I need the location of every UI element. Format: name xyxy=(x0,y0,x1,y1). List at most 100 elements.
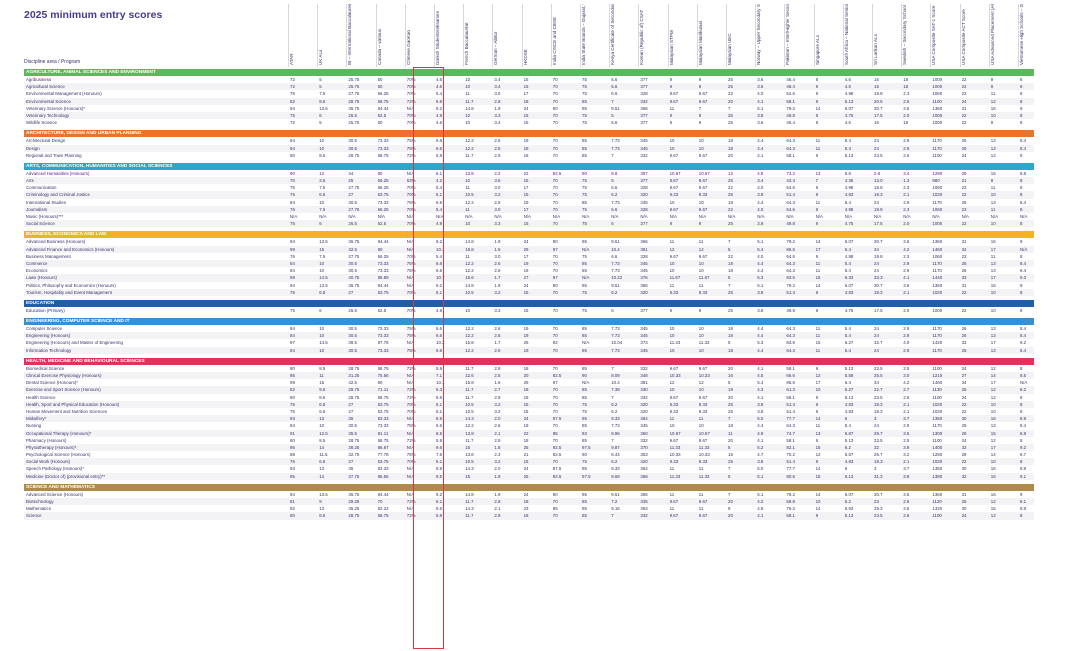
column-header-label: French Baccalauréat xyxy=(464,22,470,65)
program-name: Politics, Philosophy and Economics (Hono… xyxy=(26,282,116,288)
score-cell: 5.67 xyxy=(844,452,854,458)
score-cell: 19 xyxy=(523,260,529,266)
score-cell: 85 xyxy=(582,347,587,353)
score-cell: 8.4 xyxy=(1020,145,1027,151)
score-cell: 93 xyxy=(582,430,587,436)
score-cell: 9.33 xyxy=(669,459,679,465)
score-cell: 14 xyxy=(990,373,996,378)
score-cell: 8 xyxy=(1020,513,1023,519)
score-cell: 4.4 xyxy=(757,199,764,205)
score-cell: 30.7 xyxy=(874,239,883,245)
score-cell: N/A xyxy=(844,214,853,219)
score-cell: 64.3 xyxy=(786,326,795,332)
score-cell: N/A xyxy=(319,214,327,219)
score-cell: 6.4 xyxy=(844,380,851,386)
score-cell: 2.9 xyxy=(903,347,910,353)
score-cell: 4.6 xyxy=(844,84,851,90)
score-cell: 95 xyxy=(582,491,587,497)
score-cell: 72% xyxy=(406,513,416,519)
score-cell: 1000 xyxy=(932,77,943,82)
score-cell: 81.11 xyxy=(377,430,389,436)
score-cell: 26 xyxy=(961,423,967,429)
score-cell: 8.96 xyxy=(611,430,620,436)
score-cell: 11 xyxy=(319,373,324,378)
score-cell: 15 xyxy=(815,275,821,281)
score-cell: 9 xyxy=(698,221,702,227)
score-cell: 13 xyxy=(990,268,996,274)
score-cell: 5.93 xyxy=(844,506,854,512)
score-cell: 6.2 xyxy=(611,289,618,295)
score-cell: 12.5 xyxy=(319,430,328,436)
score-cell: 1.3 xyxy=(903,178,910,184)
score-cell: 6 xyxy=(611,307,614,313)
score-cell: 24 xyxy=(961,437,967,443)
score-cell: 8.1 xyxy=(1020,499,1027,504)
score-cell: 7 xyxy=(611,365,614,371)
score-cell: 1000 xyxy=(932,84,943,90)
score-cell: 85 xyxy=(582,365,587,371)
column-header-label: Swedish – Secondary School Leaving Certi… xyxy=(902,4,908,65)
score-cell: 328 xyxy=(640,253,648,259)
score-cell: 13 xyxy=(990,423,996,429)
score-cell: 20 xyxy=(728,365,733,371)
score-cell: 4.98 xyxy=(844,253,854,259)
score-cell: 85 xyxy=(582,326,587,332)
score-cell: 90 xyxy=(290,170,295,176)
score-cell: 90 xyxy=(377,246,383,252)
score-cell: 15 xyxy=(523,112,529,118)
score-cell: 20 xyxy=(728,513,733,519)
score-cell: 4.6 xyxy=(436,120,443,126)
score-cell: 8.4 xyxy=(1020,260,1027,266)
score-cell: 9.2 xyxy=(436,491,443,497)
score-cell: 9 xyxy=(1020,239,1023,245)
score-cell: 18 xyxy=(728,347,733,353)
score-cell: 9.67 xyxy=(669,253,679,259)
score-cell: 73.33 xyxy=(377,423,389,429)
score-cell: 10.5 xyxy=(465,401,474,407)
score-cell: 58.1 xyxy=(786,437,795,443)
score-cell: 2.0 xyxy=(494,416,501,422)
score-cell: 34 xyxy=(874,380,879,386)
score-cell: 70% xyxy=(406,112,416,118)
score-cell: 3.8 xyxy=(757,192,764,198)
score-cell: 9 xyxy=(815,459,819,465)
score-cell: N/A xyxy=(406,380,415,386)
score-cell: 2.6 xyxy=(494,145,501,151)
table-row: Advanced Humanities (Honours) 90 12 34 80 N/A… xyxy=(24,170,1034,177)
program-name: Psychological Science (Honours) xyxy=(26,452,91,458)
score-cell: 9.67 xyxy=(669,98,679,104)
score-cell: 8 xyxy=(1020,206,1023,212)
score-cell: 6 xyxy=(319,112,322,118)
score-cell: 24 xyxy=(523,282,529,288)
column-header: Vietnamese High Schools – GPA 10pt xyxy=(1018,4,1047,67)
score-cell: 77.78 xyxy=(377,452,389,458)
score-cell: N/A xyxy=(903,214,911,219)
score-cell: N/A xyxy=(406,466,415,472)
score-cell: 2.6 xyxy=(494,268,501,274)
score-cell: 10.2 xyxy=(436,340,445,346)
score-cell: 377 xyxy=(640,120,648,126)
score-cell: 29 xyxy=(523,380,529,386)
score-cell: 72 xyxy=(290,77,295,82)
score-cell: 88 xyxy=(290,452,295,458)
score-cell: 11 xyxy=(815,347,821,353)
score-cell: 82.1 xyxy=(786,444,795,450)
score-cell: 4.9 xyxy=(436,221,443,227)
score-cell: 15.8 xyxy=(465,380,474,386)
score-cell: 70 xyxy=(552,199,558,205)
score-cell: 79.2 xyxy=(786,491,795,497)
score-cell: 30.5 xyxy=(348,199,357,205)
score-cell: 22 xyxy=(523,170,529,176)
score-cell: 26.5 xyxy=(348,307,357,313)
score-cell: 376 xyxy=(640,275,648,281)
score-cell: 97 xyxy=(290,340,295,346)
score-cell: 12 xyxy=(990,98,996,104)
score-cell: 58.1 xyxy=(786,513,795,519)
score-cell: 10 xyxy=(990,459,996,465)
score-cell: 8 xyxy=(1020,77,1023,82)
score-cell: 7.73 xyxy=(611,333,620,339)
score-cell: 20.5 xyxy=(874,98,883,104)
score-cell: 27 xyxy=(523,275,529,281)
score-cell: 70 xyxy=(552,152,558,158)
score-cell: 22 xyxy=(961,459,967,465)
